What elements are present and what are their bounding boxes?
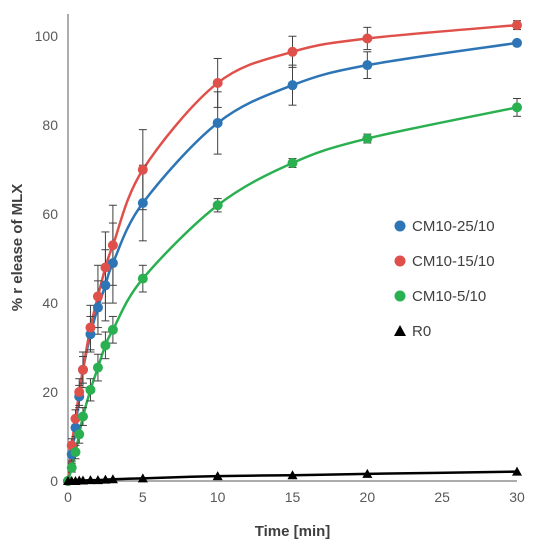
data-point bbox=[287, 157, 298, 168]
data-point bbox=[362, 468, 373, 478]
data-point bbox=[512, 466, 522, 476]
data-point bbox=[362, 133, 373, 144]
data-point bbox=[512, 102, 522, 113]
data-point bbox=[77, 364, 88, 375]
data-point bbox=[287, 80, 298, 91]
data-point bbox=[92, 475, 103, 485]
data-point bbox=[70, 447, 81, 458]
data-point bbox=[287, 46, 298, 57]
data-point bbox=[107, 474, 118, 484]
data-point bbox=[212, 471, 223, 481]
legend-swatch bbox=[394, 255, 406, 267]
data-markers bbox=[63, 20, 522, 486]
legend-label: CM10-5/10 bbox=[412, 288, 486, 305]
data-point bbox=[362, 60, 373, 71]
x-tick-label: 30 bbox=[509, 489, 525, 505]
y-tick-label: 60 bbox=[42, 206, 58, 222]
legend-swatch bbox=[394, 220, 406, 232]
x-tick-label: 5 bbox=[139, 489, 147, 505]
data-point bbox=[212, 200, 223, 211]
tick-labels: 0 20 40 60 80 100 0 5 10 15 20 25 30 bbox=[35, 28, 525, 505]
x-axis-title: Time [min] bbox=[255, 523, 331, 540]
legend-label: CM10-15/10 bbox=[412, 253, 495, 270]
data-point bbox=[92, 302, 103, 313]
legend-swatch bbox=[394, 290, 406, 302]
data-point bbox=[85, 475, 96, 485]
x-tick-label: 15 bbox=[285, 489, 301, 505]
legend-label: R0 bbox=[412, 323, 431, 340]
y-tick-label: 0 bbox=[50, 473, 58, 489]
data-point bbox=[74, 429, 85, 440]
y-tick-label: 80 bbox=[42, 117, 58, 133]
data-point bbox=[100, 340, 111, 351]
x-tick-label: 0 bbox=[64, 489, 72, 505]
data-point bbox=[107, 240, 118, 251]
data-point bbox=[137, 198, 148, 209]
data-point bbox=[100, 262, 111, 273]
data-point bbox=[137, 273, 148, 284]
data-point bbox=[85, 322, 96, 333]
data-point bbox=[107, 324, 118, 335]
data-point bbox=[212, 77, 223, 88]
data-point bbox=[74, 387, 85, 398]
data-point bbox=[100, 474, 111, 484]
data-point bbox=[362, 33, 373, 44]
y-tick-label: 40 bbox=[42, 295, 58, 311]
x-tick-label: 10 bbox=[210, 489, 226, 505]
data-point bbox=[107, 258, 118, 269]
y-axis-title: % r elease of MLX bbox=[9, 184, 26, 312]
data-point bbox=[77, 411, 88, 422]
x-tick-label: 25 bbox=[434, 489, 450, 505]
data-point bbox=[137, 164, 148, 175]
legend-swatch bbox=[394, 325, 406, 336]
data-point bbox=[137, 473, 148, 483]
data-point bbox=[212, 117, 223, 128]
legend: CM10-25/10 CM10-15/10 CM10-5/10 R0 bbox=[394, 218, 495, 340]
data-point bbox=[85, 384, 96, 395]
legend-label: CM10-25/10 bbox=[412, 218, 495, 235]
x-tick-label: 20 bbox=[360, 489, 376, 505]
data-point bbox=[512, 20, 522, 31]
data-point bbox=[77, 475, 88, 485]
data-point bbox=[92, 291, 103, 302]
data-point bbox=[287, 470, 298, 480]
data-point bbox=[512, 37, 522, 48]
y-tick-label: 100 bbox=[35, 28, 59, 44]
y-tick-label: 20 bbox=[42, 384, 58, 400]
data-point bbox=[66, 462, 77, 473]
data-point bbox=[100, 280, 111, 291]
data-point bbox=[92, 362, 103, 373]
